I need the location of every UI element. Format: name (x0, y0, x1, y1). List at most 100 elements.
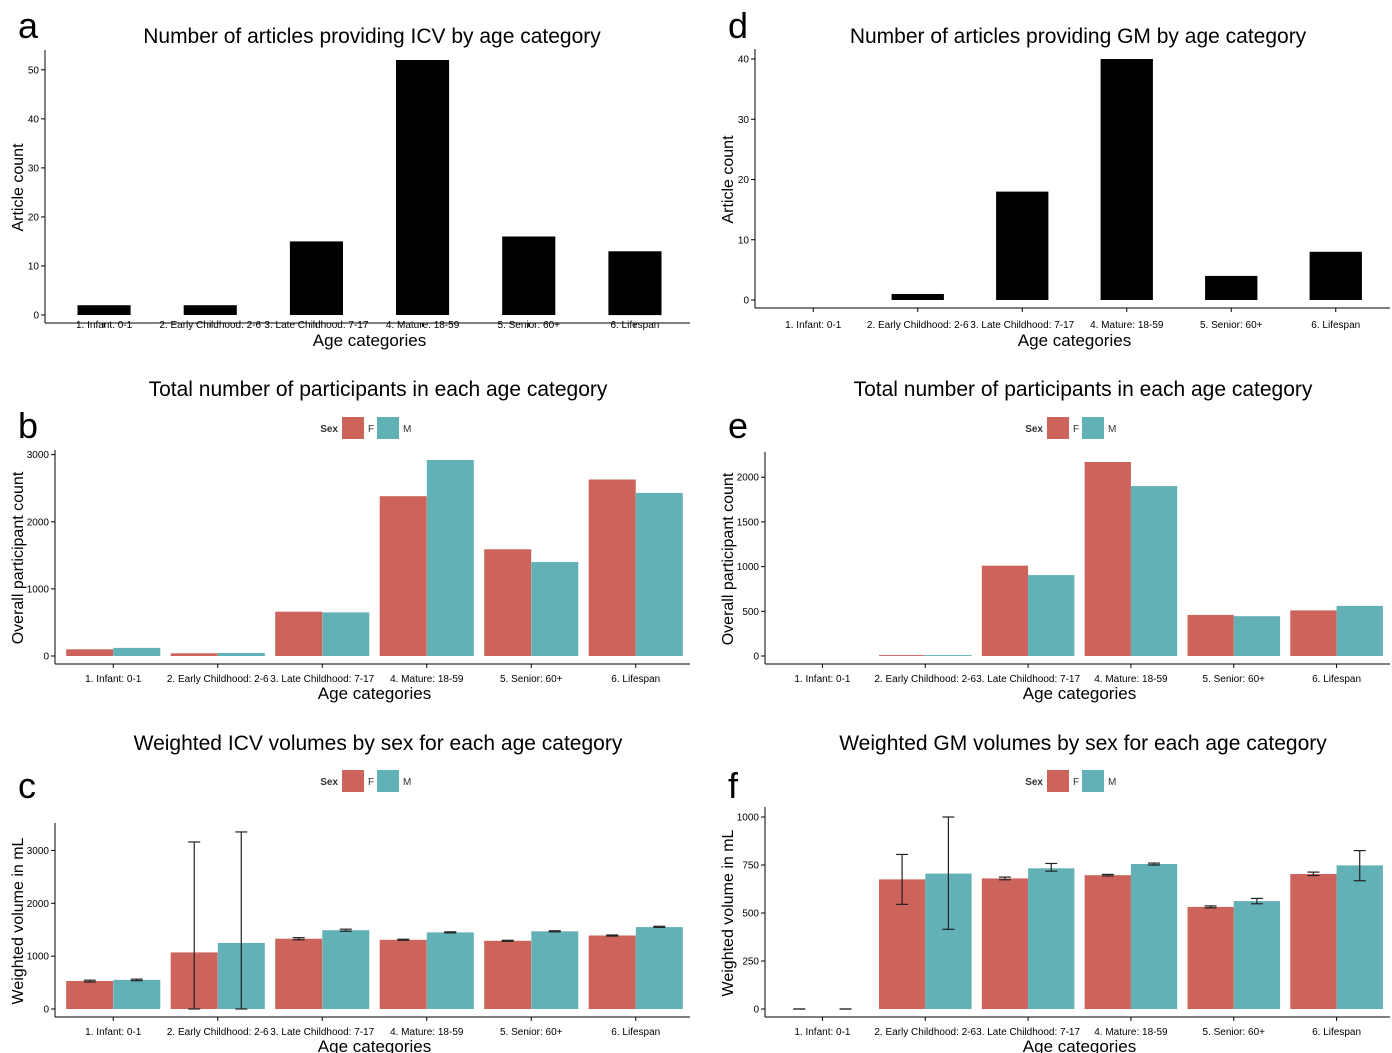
bar-M-3 (1028, 575, 1075, 656)
chart-title: Total number of participants in each age… (149, 378, 608, 401)
legend-swatch-F (1047, 417, 1069, 439)
panel-letter-a: a (18, 5, 39, 46)
x-tick-label: 4. Mature: 18-59 (386, 320, 460, 331)
y-axis-label: Weighted volume in mL (10, 837, 27, 1004)
legend: Sex F M (1025, 770, 1116, 792)
x-tick-label: 3. Late Childhood: 7-17 (970, 320, 1074, 331)
chart-title: Weighted GM volumes by sex for each age … (839, 732, 1327, 755)
bar-F-6 (1290, 874, 1337, 1009)
x-tick-label: 5. Senior: 60+ (497, 320, 560, 331)
bar-M-3 (322, 612, 370, 656)
y-tick-label: 10 (28, 261, 40, 272)
y-tick-label: 10 (738, 235, 750, 246)
bar-F-5 (484, 549, 532, 656)
x-tick-label: 2. Early Childhood: 2-6 (874, 674, 976, 685)
error-bar-M-4 (1148, 862, 1161, 866)
error-bar-F-3 (998, 876, 1011, 881)
chart-panel-f: Weighted GM volumes by sex for each age … (710, 723, 1392, 1053)
x-tick-label: 2. Early Childhood: 2-6 (159, 320, 261, 331)
legend-label-M: M (1108, 424, 1116, 435)
y-tick-label: 2000 (27, 899, 50, 910)
bar-F-1 (66, 649, 114, 656)
bar-F-3 (275, 611, 323, 656)
bar-F-3 (275, 938, 323, 1009)
bar-M-6 (1336, 865, 1383, 1009)
bar-F-5 (1187, 906, 1234, 1009)
bar-F-5 (1187, 614, 1234, 656)
chart-title: Number of articles providing ICV by age … (143, 25, 601, 48)
bar-count-2 (183, 305, 237, 315)
bar-M-2 (925, 655, 972, 656)
bar-M-5 (531, 931, 579, 1009)
x-tick-label: 1. Infant: 0-1 (785, 320, 842, 331)
error-bar-M-2 (942, 816, 955, 930)
panel-letter-b: b (18, 405, 39, 446)
y-tick-label: 500 (742, 607, 759, 618)
legend-title: Sex (1025, 424, 1043, 435)
bar-F-4 (379, 939, 427, 1009)
legend-label-F: F (1073, 777, 1079, 788)
x-tick-label: 2. Early Childhood: 2-6 (874, 1027, 976, 1038)
chart-a: Number of articles providing ICV by age … (10, 25, 690, 350)
error-bar-M-3 (339, 928, 352, 932)
legend-title: Sex (1025, 777, 1043, 788)
error-bar-F-6 (1307, 871, 1320, 877)
panel-letter-e: e (728, 405, 749, 446)
bar-count-2 (891, 294, 944, 300)
chart-title: Weighted ICV volumes by sex for each age… (134, 732, 623, 755)
legend-label-F: F (368, 777, 374, 788)
y-axis-label: Overall participant count (10, 471, 27, 644)
x-tick-label: 1. Infant: 0-1 (794, 1027, 851, 1038)
bar-F-3 (981, 565, 1029, 656)
y-tick-label: 40 (28, 114, 40, 125)
x-tick-label: 2. Early Childhood: 2-6 (167, 1027, 269, 1038)
bar-count-1 (77, 305, 131, 315)
x-tick-label: 6. Lifespan (611, 1027, 660, 1038)
y-tick-label: 0 (43, 652, 49, 663)
x-tick-label: 3. Late Childhood: 7-17 (270, 674, 374, 685)
x-axis-label: Age categories (1023, 684, 1136, 703)
bar-F-1 (66, 981, 114, 1009)
y-axis-label: Overall participant count (720, 472, 737, 645)
bar-F-2 (170, 653, 218, 656)
legend-label-F: F (368, 424, 374, 435)
x-tick-label: 4. Mature: 18-59 (1094, 1027, 1168, 1038)
chart-b: Total number of participants in each age… (10, 378, 690, 703)
y-tick-label: 1000 (27, 952, 50, 963)
x-tick-label: 4. Mature: 18-59 (390, 1027, 464, 1038)
error-bar-F-6 (606, 934, 619, 937)
y-tick-label: 1000 (737, 813, 760, 824)
bar-F-6 (1290, 610, 1337, 656)
error-bar-F-4 (1101, 873, 1114, 877)
bar-F-3 (981, 878, 1029, 1009)
y-axis-label: Weighted volume in mL (720, 829, 737, 996)
legend-swatch-M (377, 770, 399, 792)
y-tick-label: 1500 (737, 517, 760, 528)
x-tick-label: 2. Early Childhood: 2-6 (867, 320, 969, 331)
chart-panel-d: Number of articles providing GM by age c… (710, 15, 1392, 360)
y-tick-label: 0 (33, 311, 39, 322)
bar-F-4 (1084, 462, 1131, 656)
bar-count-5 (1205, 275, 1258, 300)
bar-count-5 (502, 236, 556, 315)
chart-e: Total number of participants in each age… (720, 378, 1390, 703)
legend: Sex F M (320, 770, 411, 792)
bar-M-4 (1130, 864, 1178, 1009)
y-tick-label: 30 (28, 163, 40, 174)
error-bar-M-6 (653, 925, 666, 928)
error-bar-F-5 (1204, 905, 1217, 909)
error-bar-M-5 (548, 930, 561, 933)
y-tick-label: 50 (28, 65, 40, 76)
y-tick-label: 2000 (27, 517, 50, 528)
legend: Sex F M (1025, 417, 1116, 439)
y-axis-label: Article count (720, 135, 737, 224)
chart-panel-b: Total number of participants in each age… (0, 370, 696, 705)
legend-title: Sex (320, 777, 338, 788)
bar-F-4 (379, 496, 427, 656)
x-tick-label: 3. Late Childhood: 7-17 (976, 674, 1080, 685)
legend-swatch-F (342, 770, 364, 792)
y-tick-label: 750 (742, 861, 759, 872)
x-axis-label: Age categories (1018, 331, 1131, 350)
bar-M-4 (1130, 486, 1178, 656)
legend-swatch-M (377, 417, 399, 439)
